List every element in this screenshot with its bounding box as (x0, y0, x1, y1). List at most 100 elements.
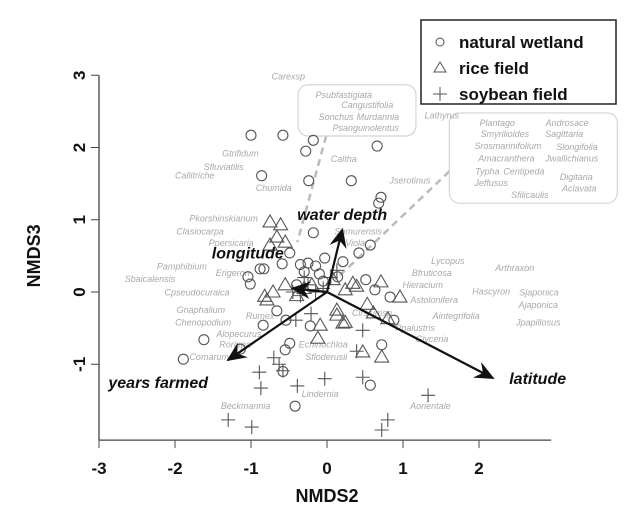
legend-label: soybean field (459, 85, 568, 104)
cross-point (252, 365, 267, 380)
x-axis-title: NMDS2 (295, 486, 358, 506)
legend-triangle-icon (433, 61, 447, 73)
legend-circle-icon (435, 37, 445, 47)
triangle-point (272, 216, 289, 231)
circle-point (242, 271, 254, 283)
species-label: Aclavata (561, 184, 597, 194)
cross-point (317, 371, 332, 386)
circle-point (177, 353, 189, 365)
circle-point (258, 263, 270, 275)
circle-point (276, 258, 288, 270)
species-label: Rumex (246, 311, 275, 321)
triangle-point (277, 234, 294, 248)
species-label: Typha (475, 166, 499, 176)
species-label: Sfluviatilis (204, 162, 245, 172)
circle-point (371, 140, 383, 152)
circle-point (307, 227, 319, 239)
circle-point (271, 305, 283, 317)
triangle-point (344, 275, 361, 289)
triangle-point (392, 288, 408, 303)
group-connector (334, 170, 451, 281)
species-label: Samurensis (334, 226, 382, 236)
species-label: Viola (345, 238, 365, 248)
species-label: Caltha (331, 154, 357, 164)
cross-point (272, 357, 287, 372)
triangle-point (259, 291, 275, 306)
species-label: Arthraxon (494, 263, 534, 273)
species-label: Pkorshinskianum (189, 213, 258, 223)
triangle-point (268, 228, 285, 243)
triangle-point (309, 330, 326, 344)
y-tick-label: 3 (70, 71, 89, 80)
species-label: Lindernia (302, 389, 339, 399)
triangle-point (328, 301, 345, 316)
env-vector-arrow (325, 227, 347, 293)
species-label: Lathyrus (424, 111, 459, 121)
species-label: Astolonifera (409, 295, 458, 305)
env-vector-arrow (226, 291, 328, 362)
x-tick-label: -1 (243, 459, 258, 478)
triangle-point (328, 307, 345, 321)
triangle-point (337, 314, 354, 328)
species-label: Carexsp (271, 72, 305, 82)
circle-point (254, 263, 266, 275)
cross-point (374, 422, 389, 437)
triangle-point (359, 296, 376, 310)
cross-point (290, 378, 305, 393)
circle-point (277, 129, 289, 141)
circle-point (198, 334, 210, 346)
x-tick-label: -3 (91, 459, 106, 478)
species-label: Centipeda (503, 166, 544, 176)
y-tick-label: 1 (70, 215, 89, 224)
legend-cross-icon (433, 87, 447, 101)
cross-point (275, 363, 290, 378)
species-label: Jwallichianus (544, 153, 599, 163)
triangle-point (265, 283, 281, 298)
species-label: Plantago (479, 118, 515, 128)
species-label: Sjaponica (519, 288, 559, 298)
species-label: Digitaria (560, 172, 593, 182)
env-vector-label: latitude (509, 371, 566, 388)
cross-point (253, 381, 268, 396)
circle-point (294, 258, 306, 271)
circle-point (364, 239, 376, 251)
species-label: Lycopus (431, 256, 465, 266)
species-label: Psubfastigiata (315, 90, 372, 100)
circle-point (345, 175, 357, 187)
species-label: Aintegrifolia (432, 311, 480, 321)
species-label: Aorientale (409, 401, 451, 411)
species-label: Jeffusus (473, 178, 508, 188)
species-label: Hascyron (472, 286, 510, 296)
triangle-point (277, 276, 294, 291)
circle-point (353, 247, 365, 259)
species-label: Sbaicalensis (125, 274, 176, 284)
cross-point (285, 285, 300, 299)
species-label: Beckmannia (221, 401, 271, 411)
legend: natural wetland rice field soybean field (420, 19, 617, 105)
species-label: Gnaphalium (177, 305, 226, 315)
triangle-point (262, 213, 278, 228)
species-label: Jpapillosus (515, 317, 561, 327)
species-label: Androsace (545, 118, 589, 128)
triangle-point (312, 317, 329, 331)
circle-point (384, 291, 396, 303)
species-group-box (297, 84, 417, 137)
species-label: Clasiocarpa (176, 226, 224, 236)
legend-label: natural wetland (459, 33, 584, 52)
cross-point (355, 370, 370, 385)
cross-point (288, 313, 303, 328)
circle-point (313, 268, 325, 280)
species-group-box (448, 112, 618, 204)
y-tick-label: 0 (70, 287, 89, 296)
species-label: Ppalustris (395, 323, 435, 333)
triangle-point (373, 273, 389, 288)
circle-point (244, 278, 256, 290)
env-vector-label: longitude (212, 245, 284, 262)
cross-point (221, 412, 236, 427)
env-vector-arrow (290, 281, 328, 299)
species-label: Amacranthera (477, 153, 535, 163)
env-vector-label: years farmed (107, 375, 209, 392)
y-tick-label: -1 (70, 357, 89, 372)
circle-point (319, 252, 331, 264)
